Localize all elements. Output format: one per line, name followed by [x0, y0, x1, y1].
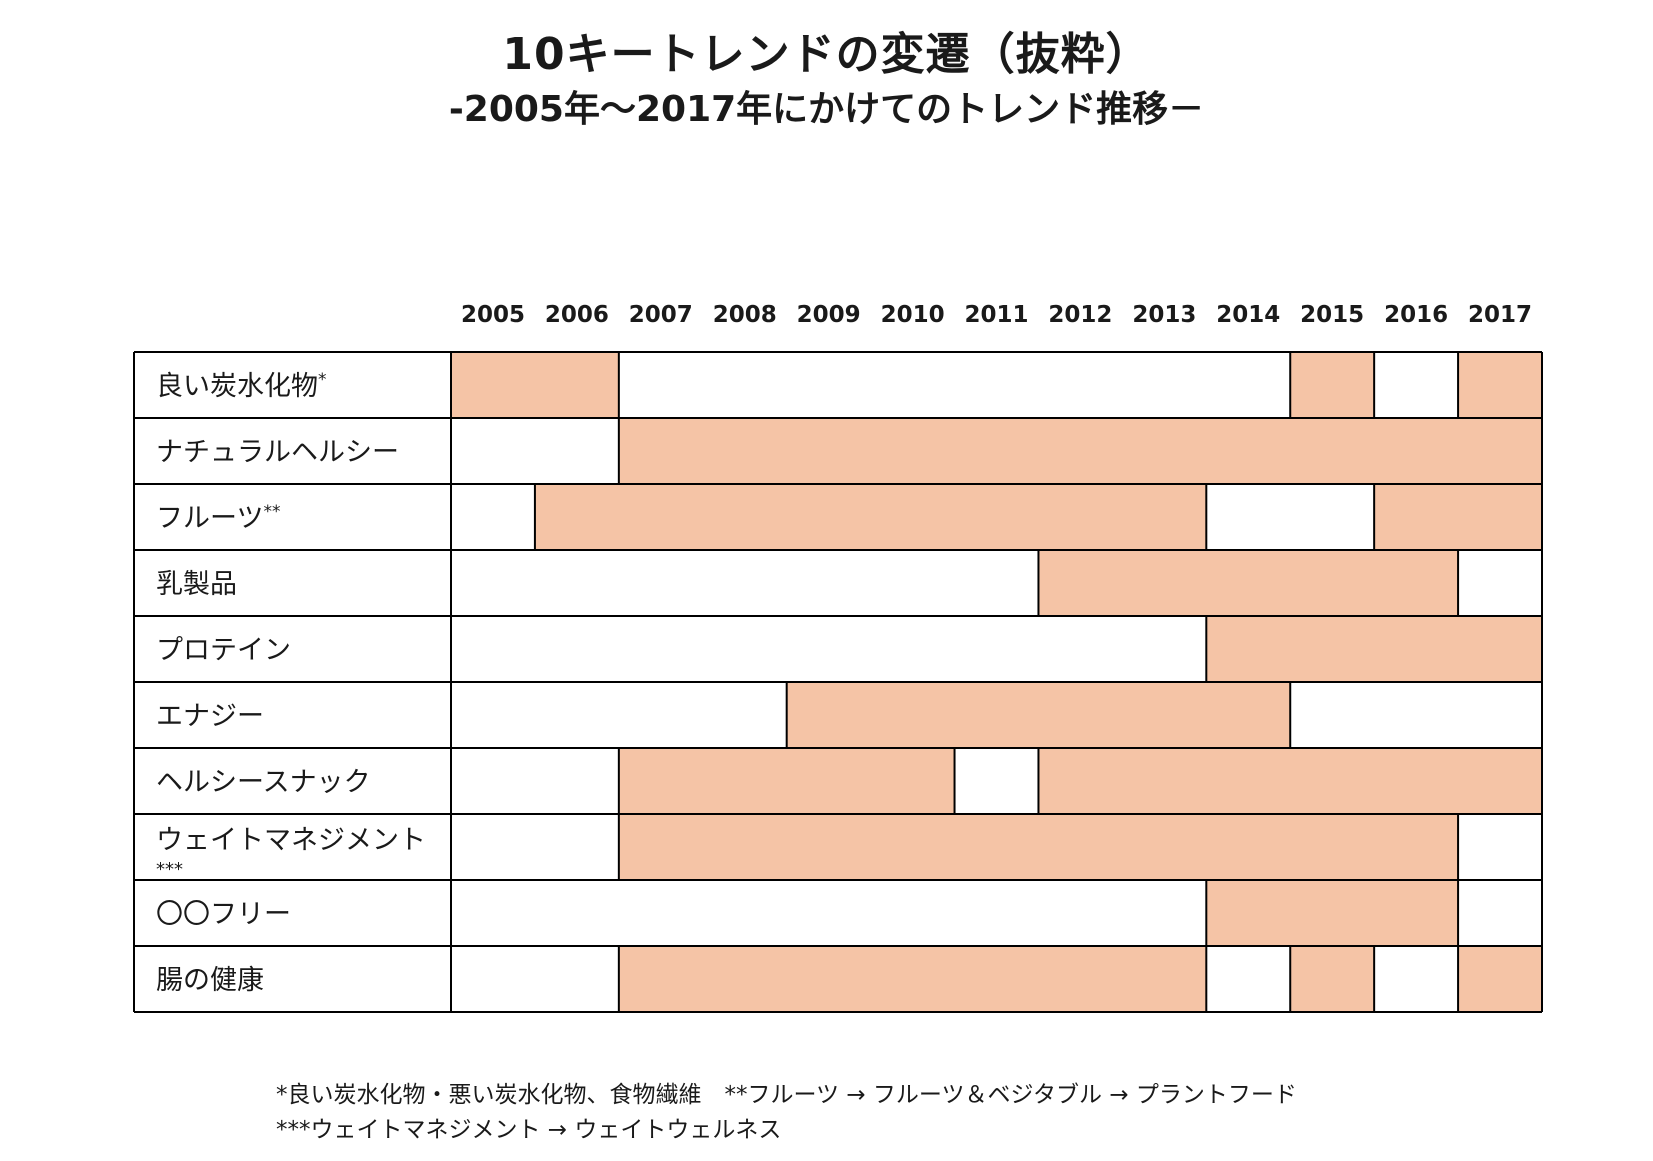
- year-label-2005: 2005: [461, 302, 525, 328]
- row-label-8: ウェイトマネジメント: [156, 825, 426, 856]
- year-label-2007: 2007: [629, 302, 693, 328]
- row-label-5: プロテイン: [156, 635, 291, 666]
- row-label-6: エナジー: [156, 701, 264, 732]
- row-label-3: フルーツ**: [156, 502, 280, 534]
- year-label-2011: 2011: [964, 302, 1028, 328]
- year-label-2012: 2012: [1048, 302, 1112, 328]
- trend-bar-row10-2017-2017: [1458, 946, 1542, 1012]
- year-label-2016: 2016: [1384, 302, 1448, 328]
- row-label-2: ナチュラルヘルシー: [156, 437, 399, 468]
- footnote-1: *良い炭水化物・悪い炭水化物、食物繊維 **フルーツ → フルーツ＆ベジタブル …: [276, 1082, 1297, 1108]
- row-label-1: 良い炭水化物*: [156, 370, 327, 402]
- trend-bar-row4-2012-2016: [1038, 550, 1459, 616]
- year-label-2009: 2009: [797, 302, 861, 328]
- grid-layer: [133, 351, 1543, 1013]
- year-label-2017: 2017: [1468, 302, 1532, 328]
- trend-bar-row7-2007-2010: [618, 748, 955, 814]
- chart-title: 10キートレンドの変遷（抜粋）: [502, 29, 1151, 80]
- trend-bar-row3-2016-2017: [1374, 484, 1542, 550]
- trend-bar-row2-2007-2017: [618, 418, 1542, 484]
- chart-subtitle: -2005年～2017年にかけてのトレンド推移－: [448, 89, 1205, 130]
- row-note-8: ***: [156, 859, 183, 880]
- trend-bar-row1-2017-2017: [1458, 352, 1542, 418]
- year-label-2006: 2006: [545, 302, 609, 328]
- trend-bar-row6-2009-2014: [786, 682, 1291, 748]
- footnotes: *良い炭水化物・悪い炭水化物、食物繊維 **フルーツ → フルーツ＆ベジタブル …: [276, 1078, 1297, 1148]
- trend-bar-row7-2012-2017: [1038, 748, 1542, 814]
- year-label-2008: 2008: [713, 302, 777, 328]
- year-label-2010: 2010: [881, 302, 945, 328]
- footnote-2: ***ウェイトマネジメント → ウェイトウェルネス: [276, 1117, 782, 1143]
- trend-bar-row5-2014-2017: [1206, 616, 1542, 682]
- row-note-3: **: [263, 502, 280, 522]
- labels-layer: 2005 2006 2007 2008 2009 2010 2011 2012 2013 2014…: [156, 302, 1532, 996]
- trend-bar-row8-2007-2016: [618, 814, 1459, 880]
- trend-bar-row10-2007-2013: [618, 946, 1207, 1012]
- year-label-2013: 2013: [1132, 302, 1196, 328]
- year-label-2014: 2014: [1216, 302, 1280, 328]
- trend-bar-row1-2005-2006: [451, 352, 619, 418]
- year-label-2015: 2015: [1300, 302, 1364, 328]
- row-label-10: 腸の健康: [156, 965, 264, 996]
- trend-bar-row10-2015-2015: [1290, 946, 1375, 1012]
- row-label-7: ヘルシースナック: [156, 767, 371, 798]
- row-note-1: *: [318, 370, 327, 390]
- trend-bar-row1-2015-2015: [1290, 352, 1375, 418]
- row-label-9: 〇〇フリー: [156, 899, 291, 930]
- trend-bar-row3-2006-2013: [534, 484, 1207, 550]
- cells-layer: [451, 352, 1542, 1012]
- row-label-4: 乳製品: [156, 569, 237, 600]
- trend-bar-row9-2014-2016: [1206, 880, 1459, 946]
